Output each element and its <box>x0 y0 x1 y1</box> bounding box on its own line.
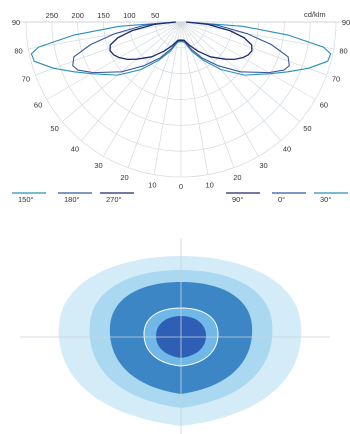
radial-tick-label: 50 <box>151 11 159 20</box>
angle-grid-line <box>35 21 182 76</box>
radial-tick-label: 250 <box>46 11 59 20</box>
angle-grid-line <box>180 21 327 76</box>
radial-tick-label: 100 <box>123 11 136 20</box>
angle-label-right: 60 <box>320 101 328 110</box>
angle-label-right: 30 <box>259 161 267 170</box>
isolux-diagram <box>20 238 330 434</box>
angle-label-left: 60 <box>34 101 42 110</box>
angle-grid-line <box>103 21 182 157</box>
angle-grid-line <box>46 21 182 100</box>
angle-label-left: 50 <box>50 124 58 133</box>
angle-label-zero: 0 <box>179 182 183 191</box>
unit-label: cd/klm <box>304 10 326 19</box>
angle-label-right: 40 <box>283 144 291 153</box>
angle-label-right: 80 <box>339 47 347 56</box>
angle-label-right: 10 <box>205 180 213 189</box>
radial-tick-label: 200 <box>71 11 84 20</box>
legend-label: 90° <box>232 195 243 204</box>
angle-label-left: 80 <box>14 47 22 56</box>
angle-label-left: 90 <box>12 18 20 27</box>
angle-grid-line <box>180 21 259 157</box>
intensity-curve <box>109 21 253 60</box>
legend-label: 30° <box>320 195 331 204</box>
angle-label-left: 40 <box>71 144 79 153</box>
angle-label-left: 70 <box>22 74 30 83</box>
angle-label-left: 10 <box>148 180 156 189</box>
angle-label-right: 50 <box>303 124 311 133</box>
angle-label-right: 70 <box>332 74 340 83</box>
polar-grid <box>20 21 342 178</box>
angle-grid-line <box>180 21 209 175</box>
angle-label-left: 30 <box>94 161 102 170</box>
angle-label-right: 20 <box>233 173 241 182</box>
angle-label-left: 20 <box>120 173 128 182</box>
polar-legend: 150° 180° 270° 90° 0° 30° <box>12 192 348 204</box>
radial-tick-label: 150 <box>97 11 110 20</box>
angle-label-right: 90 <box>342 18 350 27</box>
polar-labels: 250 200 150 100 5090807060504030201090807060… <box>12 11 350 191</box>
isolux-contours <box>58 256 302 426</box>
polar-curves <box>30 21 332 76</box>
angle-grid-line <box>81 21 182 141</box>
angle-grid-line <box>28 21 182 50</box>
intensity-curve <box>30 21 332 76</box>
legend-label: 180° <box>64 195 80 204</box>
legend-label: 0° <box>278 195 285 204</box>
legend-label: 270° <box>106 195 122 204</box>
angle-grid-line <box>180 21 281 141</box>
polar-intensity-chart: 250 200 150 100 5090807060504030201090807060… <box>12 10 350 204</box>
angle-grid-line <box>180 21 316 100</box>
legend-label: 150° <box>18 195 34 204</box>
angle-grid-line <box>153 21 182 175</box>
angle-grid-line <box>180 21 334 50</box>
